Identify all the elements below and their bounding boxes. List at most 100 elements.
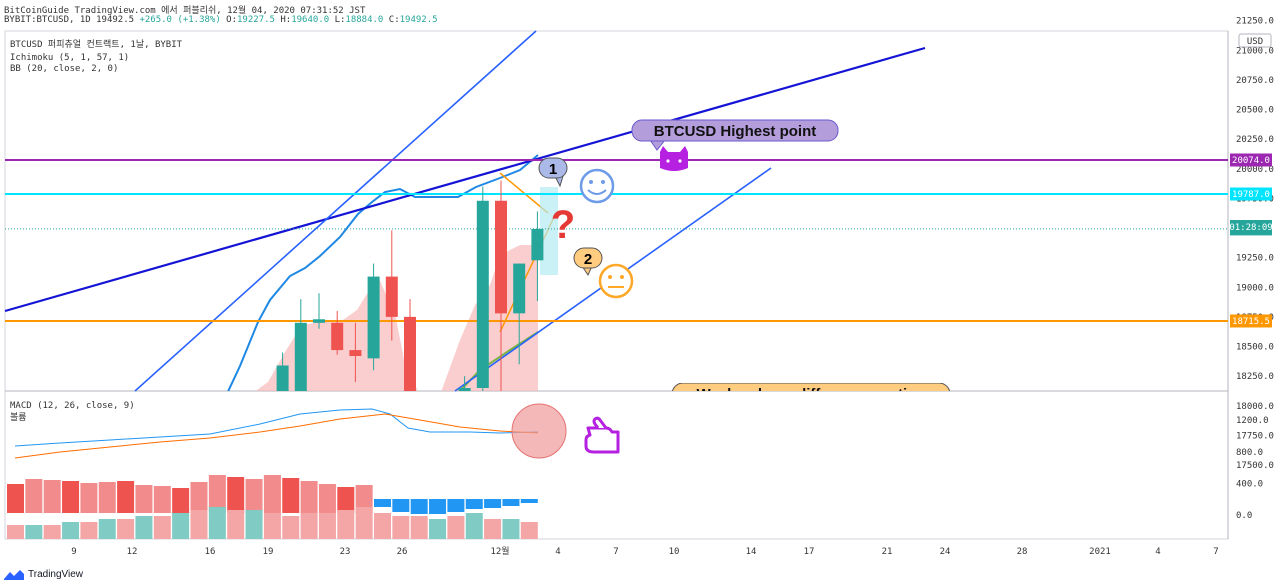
- macd-hist-bar: [135, 485, 153, 513]
- macd-hist-bar: [98, 482, 116, 513]
- volume-bar: [43, 525, 61, 539]
- macd-hist-bar: [337, 487, 355, 513]
- candle-body: [313, 319, 325, 323]
- macd-histogram: [7, 475, 538, 539]
- macd-hist-bar: [410, 499, 428, 514]
- price-tick-label: 21250.0: [1236, 17, 1274, 27]
- ichimoku-conversion-line: [227, 154, 539, 391]
- volume-bar: [227, 510, 245, 539]
- macd-hist-bar: [282, 478, 300, 513]
- volume-bar: [502, 519, 520, 539]
- volume-bar: [135, 516, 153, 539]
- tradingview-logo-icon: [4, 569, 24, 580]
- time-tick-label: 7: [613, 547, 618, 557]
- time-tick-label: 9: [71, 547, 76, 557]
- macd-hist-bar: [190, 482, 208, 513]
- volume-bar: [282, 516, 300, 539]
- macd-axis[interactable]: 1200.0 800.0 400.0 0.0: [1236, 416, 1269, 521]
- ohlc-h-value: 19640.0: [291, 15, 330, 25]
- volume-bar: [520, 522, 538, 539]
- macd-hist-bar: [318, 484, 336, 513]
- publish-info: BitCoinGuide TradingView.com 에서 퍼블리쉬, 12…: [4, 6, 366, 16]
- time-tick-label: 12: [127, 547, 138, 557]
- volume-bar: [25, 525, 43, 539]
- ohlc-o-key: O:: [226, 15, 238, 25]
- macd-hist-bar: [429, 499, 447, 514]
- time-tick-label: 28: [1017, 547, 1028, 557]
- countdown-tag: [1230, 220, 1272, 233]
- volume-bar: [153, 516, 171, 539]
- price-tick-label: 19250.0: [1236, 254, 1274, 264]
- neutral-face-icon: [598, 263, 634, 299]
- price-tick-label: 18250.0: [1236, 372, 1274, 382]
- time-tick-label: 7: [1213, 547, 1218, 557]
- candle-body: [240, 439, 252, 451]
- legend-macd: MACD (12, 26, close, 9): [10, 401, 135, 411]
- volume-bar: [80, 522, 98, 539]
- candle-body: [331, 322, 344, 351]
- currency-badge[interactable]: [1238, 33, 1272, 48]
- macd-tick-label: 400.0: [1236, 479, 1263, 489]
- price-tick-label: 20250.0: [1236, 135, 1274, 145]
- time-tick-label: 23: [340, 547, 351, 557]
- macd-hist-bar: [172, 488, 190, 513]
- tradingview-footer[interactable]: TradingView: [4, 569, 83, 580]
- candle-body: [276, 365, 289, 391]
- candles: [240, 180, 544, 451]
- label-1: 1: [549, 161, 557, 178]
- macd-hist-bar: [484, 499, 502, 508]
- highlight-circle: [511, 403, 567, 459]
- price-tick-label: 17750.0: [1236, 431, 1274, 441]
- candle-body: [513, 263, 526, 314]
- macd-hist-bar: [117, 481, 135, 513]
- volume-bar: [300, 513, 318, 539]
- time-axis[interactable]: 9 12 16 19 23 26 12월 4 7 10 14 17 21 24 28 2021 4 7: [71, 545, 1218, 557]
- volume-bar: [263, 513, 281, 539]
- ohlc-l-key: L:: [334, 15, 346, 25]
- highest-point-callout: BTCUSD Highest point: [631, 119, 839, 151]
- macd-hist-bar: [300, 481, 318, 513]
- volume-bar: [7, 525, 24, 539]
- macd-hist-bar: [7, 484, 24, 513]
- candle-body: [458, 387, 471, 391]
- price-axis[interactable]: 21250.0 21000.0 20750.0 20500.0 20250.0 20000…: [1236, 17, 1274, 471]
- time-tick-label: 12월: [490, 545, 509, 557]
- volume-bar: [355, 507, 373, 539]
- weekend-gap-label: Weekend gap difference section: [697, 386, 926, 403]
- price-level-tag-label: 18715.5: [1232, 317, 1270, 327]
- macd-hist-bar: [263, 475, 281, 513]
- volume-bar: [392, 516, 410, 539]
- price-tick-label: 20500.0: [1236, 106, 1274, 116]
- candle-body: [495, 200, 507, 314]
- macd-hist-bar: [62, 481, 80, 513]
- price-level-tag-label: 19787.0: [1232, 190, 1270, 200]
- time-tick-label: 17: [804, 547, 815, 557]
- forecast-range-box: [540, 187, 558, 275]
- volume-bar: [374, 513, 391, 539]
- candle-body: [385, 276, 398, 317]
- time-tick-label: 19: [263, 547, 274, 557]
- volume-bar: [98, 519, 116, 539]
- macd-hist-bar: [153, 486, 171, 513]
- pointing-hand-icon: [584, 416, 620, 454]
- time-tick-label: 24: [940, 547, 951, 557]
- volume-bar: [172, 513, 190, 539]
- time-tick-label: 26: [397, 547, 408, 557]
- macd-hist-bar: [374, 499, 391, 507]
- price-level-tag: [1230, 187, 1272, 201]
- price-tick-label: 18000.0: [1236, 402, 1274, 412]
- macd-hist-bar: [227, 477, 245, 513]
- price-level-tag: [1230, 314, 1272, 328]
- candle-body: [404, 316, 416, 391]
- time-tick-label: 4: [555, 547, 560, 557]
- tradingview-brand: TradingView: [28, 569, 84, 580]
- price-levels: [5, 159, 1228, 322]
- time-tick-label: 4: [1155, 547, 1160, 557]
- price-tick-label: 20750.0: [1236, 76, 1274, 86]
- volume-bar: [484, 519, 502, 539]
- macd-hist-bar: [208, 475, 226, 513]
- channel-upper-line: [134, 30, 537, 392]
- candle-body: [349, 350, 362, 356]
